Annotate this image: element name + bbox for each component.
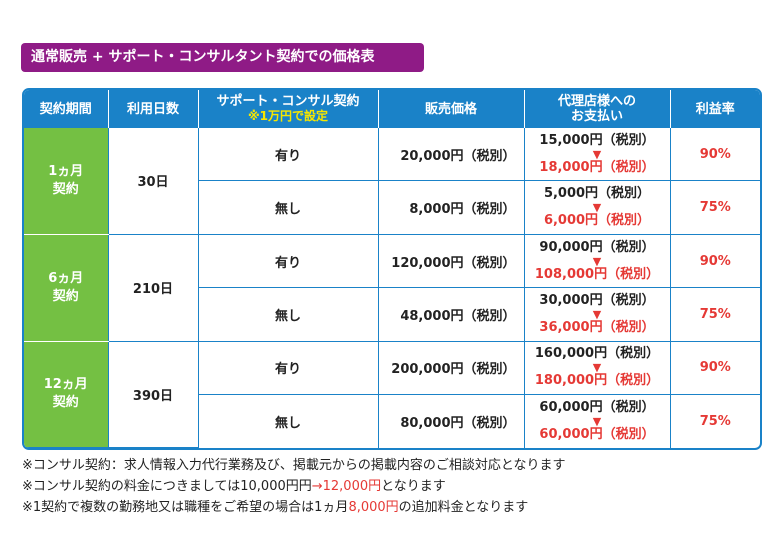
agency-new-price: 180,000円（税別） xyxy=(534,373,660,389)
period-suffix: 契約 xyxy=(52,288,79,304)
agency-old-price: 30,000円（税別） xyxy=(539,292,655,308)
footnote-3: ※1契約で複数の勤務地又は職種をご希望の場合は1ヵ月8,000円の追加料金となり… xyxy=(22,497,762,518)
price-cell: 80,000円（税別） xyxy=(378,394,525,448)
footnote-2-highlight: →12,000円 xyxy=(311,479,382,494)
price-cell: 200,000円（税別） xyxy=(378,341,525,396)
agency-cell: 30,000円（税別） ▼ 36,000円（税別） xyxy=(524,287,671,342)
table-row: 12ヵ月 契約 390日 有り 200,000円（税別） 160,000円（税別… xyxy=(24,341,760,448)
footnote-1: ※コンサル契約：求人情報入力代行業務及び、掲載元からの掲載内容のご相談対応となり… xyxy=(22,458,566,473)
footnote-3-suffix: の追加料金となります xyxy=(398,500,529,515)
agency-cell: 5,000円（税別） ▼ 6,000円（税別） xyxy=(524,180,671,235)
table-row: 1ヵ月 契約 30日 有り 20,000円（税別） 15,000円（税別） ▼ … xyxy=(24,128,760,235)
agency-old-price: 90,000円（税別） xyxy=(539,239,655,255)
support-cell: 有り xyxy=(198,234,379,289)
rate-cell: 75% xyxy=(670,180,760,235)
support-cell: 無し xyxy=(198,180,379,235)
agency-new-price: 36,000円（税別） xyxy=(539,319,655,335)
agency-new-price: 18,000円（税別） xyxy=(539,159,655,175)
price-table: 契約期間 利用日数 サポート・コンサル契約 ※1万円で設定 販売価格 代理店様へ… xyxy=(22,88,762,450)
price-cell: 20,000円（税別） xyxy=(378,128,525,182)
rate-cell: 90% xyxy=(670,128,760,182)
footnote-3-highlight: 8,000円 xyxy=(348,500,399,515)
period-cell: 12ヵ月 契約 xyxy=(24,341,109,448)
header-agency: 代理店様への お支払い xyxy=(524,90,671,128)
period-label: 1ヵ月 xyxy=(48,163,84,179)
support-cell: 無し xyxy=(198,394,379,448)
table-row: 無し 48,000円（税別） 30,000円（税別） ▼ 36,000円（税別）… xyxy=(24,287,760,342)
support-cell: 無し xyxy=(198,287,379,342)
price-cell: 8,000円（税別） xyxy=(378,180,525,235)
arrow-down-icon: ▼ xyxy=(592,147,602,161)
header-support-note: ※1万円で設定 xyxy=(247,109,329,123)
period-cell: 1ヵ月 契約 xyxy=(24,128,109,235)
arrow-down-icon: ▼ xyxy=(592,254,602,268)
agency-cell: 15,000円（税別） ▼ 18,000円（税別） xyxy=(524,128,671,182)
table-row: 無し 8,000円（税別） 5,000円（税別） ▼ 6,000円（税別） 75… xyxy=(24,180,760,235)
header-agency-line2: お支払い xyxy=(570,109,623,124)
footnote-2-suffix: となります xyxy=(381,479,446,494)
days-cell: 210日 xyxy=(108,234,199,342)
footnote-2: ※コンサル契約の料金につきましては10,000円円→12,000円となります xyxy=(22,476,762,497)
agency-cell: 90,000円（税別） ▼ 108,000円（税別） xyxy=(524,234,671,289)
price-cell: 120,000円（税別） xyxy=(378,234,525,289)
arrow-down-icon: ▼ xyxy=(592,361,602,375)
period-cell: 6ヵ月 契約 xyxy=(24,234,109,342)
period-label: 12ヵ月 xyxy=(43,377,88,393)
table-row: 6ヵ月 契約 210日 有り 120,000円（税別） 90,000円（税別） … xyxy=(24,234,760,342)
agency-new-price: 60,000円（税別） xyxy=(539,426,655,442)
page-title: 通常販売 + サポート・コンサルタント契約での価格表 xyxy=(21,43,424,72)
header-period: 契約期間 xyxy=(24,90,109,128)
header-support: サポート・コンサル契約 ※1万円で設定 xyxy=(198,90,379,128)
days-cell: 390日 xyxy=(108,341,199,448)
header-price: 販売価格 xyxy=(378,90,525,128)
agency-new-price: 108,000円（税別） xyxy=(534,266,660,282)
arrow-down-icon: ▼ xyxy=(592,201,602,215)
agency-new-price: 6,000円（税別） xyxy=(543,213,651,229)
price-table-grid: 契約期間 利用日数 サポート・コンサル契約 ※1万円で設定 販売価格 代理店様へ… xyxy=(24,90,760,448)
rate-cell: 90% xyxy=(670,341,760,396)
header-rate: 利益率 xyxy=(670,90,760,128)
table-header-row: 契約期間 利用日数 サポート・コンサル契約 ※1万円で設定 販売価格 代理店様へ… xyxy=(24,90,760,128)
rate-cell: 90% xyxy=(670,234,760,289)
arrow-down-icon: ▼ xyxy=(592,307,602,321)
period-suffix: 契約 xyxy=(52,181,79,197)
agency-old-price: 60,000円（税別） xyxy=(539,399,655,415)
period-suffix: 契約 xyxy=(52,395,79,411)
agency-old-price: 160,000円（税別） xyxy=(534,346,660,362)
support-cell: 有り xyxy=(198,341,379,396)
footnote-2-text: ※コンサル契約の料金につきましては10,000円円 xyxy=(22,479,312,494)
header-agency-line1: 代理店様への xyxy=(557,94,636,109)
agency-cell: 160,000円（税別） ▼ 180,000円（税別） xyxy=(524,341,671,396)
agency-old-price: 15,000円（税別） xyxy=(539,132,655,148)
agency-old-price: 5,000円（税別） xyxy=(543,186,651,202)
footnotes: ※コンサル契約：求人情報入力代行業務及び、掲載元からの掲載内容のご相談対応となり… xyxy=(22,455,762,518)
period-label: 6ヵ月 xyxy=(48,270,84,286)
price-cell: 48,000円（税別） xyxy=(378,287,525,342)
rate-cell: 75% xyxy=(670,287,760,342)
arrow-down-icon: ▼ xyxy=(592,414,602,428)
days-cell: 30日 xyxy=(108,128,199,235)
support-cell: 有り xyxy=(198,128,379,182)
header-support-label: サポート・コンサル契約 xyxy=(216,94,360,109)
header-days: 利用日数 xyxy=(108,90,199,128)
agency-cell: 60,000円（税別） ▼ 60,000円（税別） xyxy=(524,394,671,448)
rate-cell: 75% xyxy=(699,413,731,429)
table-row: 無し 80,000円（税別） 60,000円（税別） ▼ 60,000円（税別）… xyxy=(24,394,760,448)
footnote-3-text: ※1契約で複数の勤務地又は職種をご希望の場合は1ヵ月 xyxy=(22,500,349,515)
